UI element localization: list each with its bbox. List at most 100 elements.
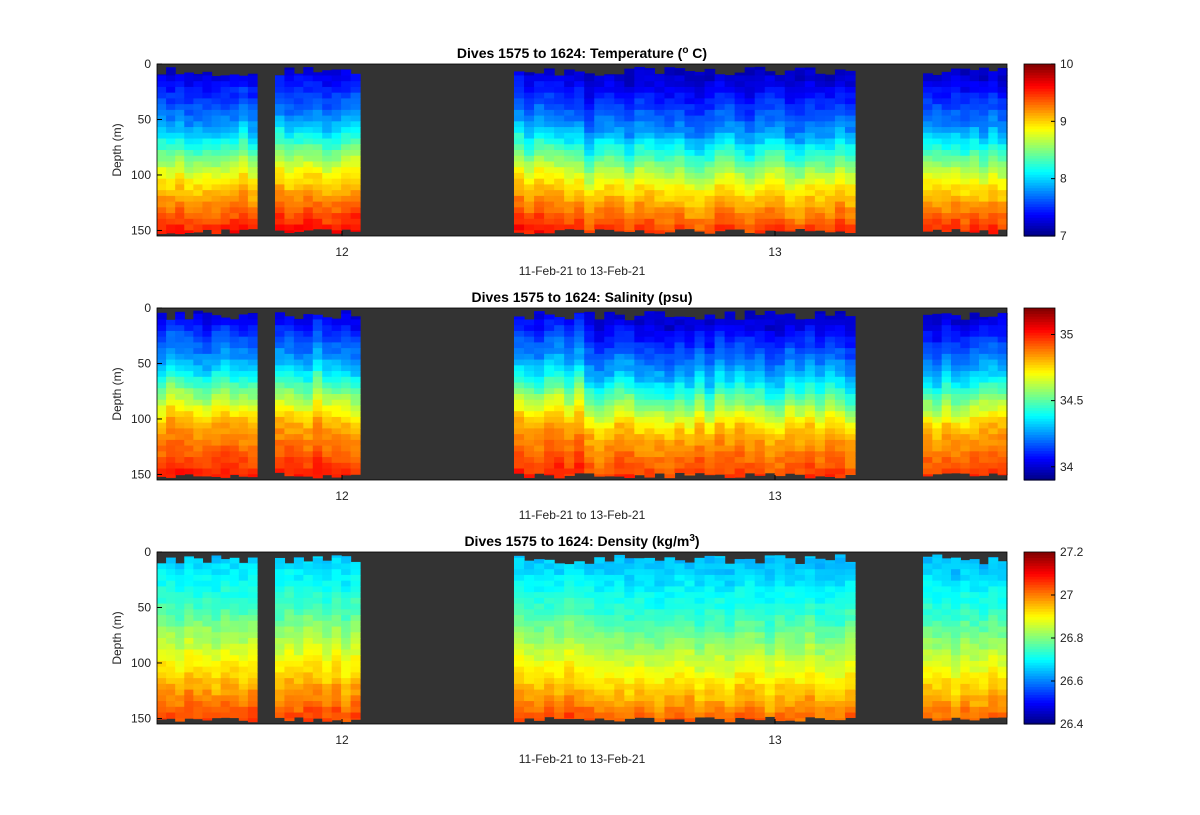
heatmap-cell (714, 155, 726, 163)
heatmap-cell (654, 365, 666, 372)
heatmap-cell (624, 706, 635, 714)
heatmap-cell (594, 416, 605, 424)
heatmap-cell (614, 439, 625, 447)
heatmap-cell (175, 603, 185, 610)
heatmap-cell (211, 411, 222, 418)
heatmap-cell (923, 184, 933, 191)
heatmap-cell (175, 138, 185, 145)
heatmap-cell (514, 167, 525, 174)
heatmap-cell (584, 411, 595, 418)
heatmap-cell (157, 81, 167, 88)
heatmap-cell (350, 439, 361, 447)
heatmap-cell (202, 155, 213, 163)
heatmap-cell (524, 580, 535, 587)
heatmap-cell (166, 468, 176, 475)
heatmap-cell (694, 325, 706, 332)
heatmap-cell (941, 178, 952, 185)
heatmap-cell (312, 178, 323, 185)
heatmap-cell (614, 405, 625, 412)
heatmap-cell (774, 314, 786, 321)
heatmap-cell (988, 376, 999, 384)
colorbar-segment (1024, 128, 1055, 132)
heatmap-cell (544, 388, 555, 395)
heatmap-cell (175, 218, 185, 226)
heatmap-cell (804, 224, 816, 231)
heatmap-cell (157, 422, 167, 429)
heatmap-cell (554, 207, 565, 214)
heatmap-cell (193, 558, 204, 565)
heatmap-cell (293, 224, 304, 231)
heatmap-cell (684, 317, 696, 321)
heatmap-cell (969, 353, 980, 361)
heatmap-cell (184, 104, 194, 111)
heatmap-cell (624, 451, 635, 458)
heatmap-cell (166, 580, 176, 587)
heatmap-cell (166, 86, 176, 94)
heatmap-cell (350, 353, 361, 361)
heatmap-cell (331, 603, 342, 610)
heatmap-cell (584, 439, 595, 447)
heatmap-cell (624, 439, 635, 447)
heatmap-cell (534, 388, 545, 395)
heatmap-cell (312, 115, 323, 122)
heatmap-cell (193, 620, 204, 628)
heatmap-cell (341, 672, 352, 679)
heatmap-cell (284, 167, 295, 174)
heatmap-cell (584, 706, 595, 714)
heatmap-cell (247, 224, 258, 230)
heatmap-cell (969, 445, 980, 452)
heatmap-cell (932, 462, 943, 470)
heatmap-cell (624, 98, 635, 105)
colorbar-segment (1024, 203, 1055, 208)
heatmap-cell (584, 178, 595, 185)
heatmap-cell (694, 603, 706, 610)
chart-title: Dives 1575 to 1624: Temperature (o C) (457, 45, 707, 61)
heatmap-cell (293, 706, 304, 714)
heatmap-cell (614, 230, 625, 232)
heatmap-cell (544, 678, 555, 685)
colorbar-segment (1024, 93, 1055, 97)
heatmap-cell (844, 75, 856, 82)
heatmap-cell (584, 150, 595, 157)
colorbar-segment (1024, 308, 1055, 312)
heatmap-cell (714, 318, 726, 321)
heatmap-cell (694, 445, 706, 452)
heatmap-cell (312, 439, 323, 447)
heatmap-cell (564, 127, 575, 134)
heatmap-cell (634, 66, 645, 71)
heatmap-cell (574, 451, 585, 458)
heatmap-cell (594, 348, 605, 355)
heatmap-cell (544, 462, 555, 470)
heatmap-cell (794, 150, 806, 157)
heatmap-cell (157, 121, 167, 128)
heatmap-cell (734, 445, 746, 452)
heatmap-cell (979, 178, 989, 185)
heatmap-cell (564, 330, 575, 338)
heatmap-cell (624, 336, 635, 343)
heatmap-cell (184, 172, 194, 180)
heatmap-cell (554, 422, 565, 429)
heatmap-cell (184, 109, 194, 117)
heatmap-cell (534, 382, 545, 389)
heatmap-cell (524, 190, 535, 197)
heatmap-cell (584, 457, 595, 464)
heatmap-cell (784, 190, 796, 197)
heatmap-cell (331, 695, 342, 702)
heatmap-cell (514, 71, 525, 77)
heatmap-cell (824, 468, 836, 475)
heatmap-cell (614, 554, 625, 559)
heatmap-cell (969, 172, 980, 180)
heatmap-cell (644, 474, 656, 478)
heatmap-cell (824, 462, 836, 470)
heatmap-cell (322, 574, 333, 582)
heatmap-cell (303, 683, 314, 691)
heatmap-cell (951, 348, 961, 355)
heatmap-cell (175, 201, 185, 208)
heatmap-cell (814, 195, 826, 203)
heatmap-cell (674, 445, 686, 452)
heatmap-cell (574, 121, 585, 128)
heatmap-cell (704, 586, 716, 593)
heatmap-cell (229, 638, 240, 645)
heatmap-cell (157, 655, 167, 662)
heatmap-cell (166, 603, 176, 610)
